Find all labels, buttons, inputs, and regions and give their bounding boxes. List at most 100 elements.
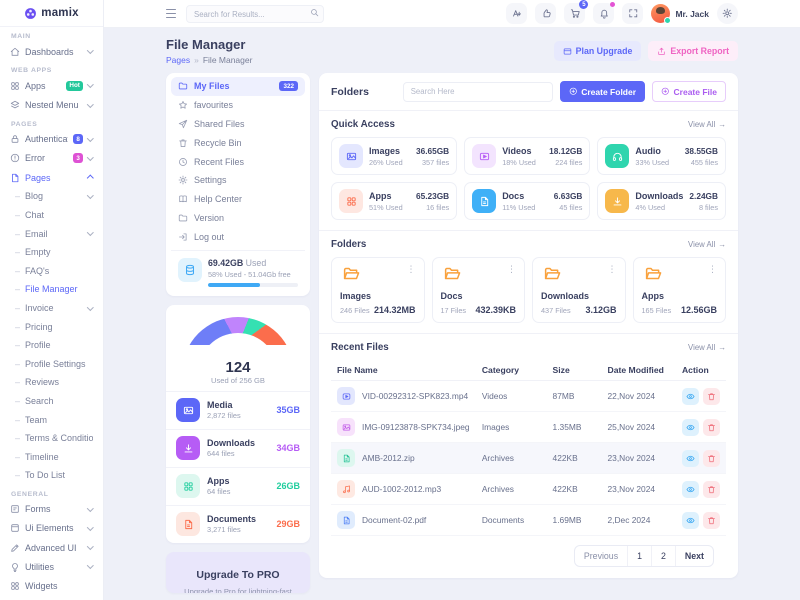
export-icon — [657, 47, 666, 56]
usage-row-downloads[interactable]: Downloads 644 files 34GB — [166, 428, 310, 467]
sidebar-subitem-empty[interactable]: – Empty — [15, 247, 51, 258]
sidebar-item-pages[interactable]: Pages — [0, 168, 103, 187]
filenav-my-files[interactable]: My Files 322 — [171, 77, 305, 96]
sidebar-item-forms[interactable]: Forms — [0, 500, 103, 519]
sidebar-subitem-timeline[interactable]: – Timeline — [15, 451, 59, 462]
sidebar-subitem-search[interactable]: – Search — [15, 395, 54, 406]
sidebar-subitem-invoice[interactable]: – Invoice — [0, 299, 103, 318]
filenav-settings[interactable]: Settings — [171, 171, 305, 190]
filenav-favourites[interactable]: favourites — [171, 96, 305, 115]
quick-access-apps[interactable]: Apps 51% Used 65.23GB 16 files — [331, 182, 458, 220]
chevron-down-icon — [87, 229, 94, 236]
quick-access-docs[interactable]: Docs 11% Used 6.63GB 45 files — [464, 182, 591, 220]
folder-search-input[interactable] — [402, 81, 553, 102]
sidebar-subitem-blog[interactable]: – Blog — [0, 187, 103, 206]
view-button[interactable] — [681, 449, 699, 467]
kebab-menu-icon[interactable]: ⋮ — [607, 264, 617, 274]
usage-row-documents[interactable]: Documents 3,271 files 29GB — [166, 504, 310, 543]
breadcrumb-parent[interactable]: Pages — [166, 55, 191, 65]
delete-button[interactable] — [702, 418, 720, 436]
filenav-help-center[interactable]: Help Center — [171, 190, 305, 209]
sidebar-item-ui-elements[interactable]: Ui Elements — [0, 519, 103, 538]
view-button[interactable] — [681, 511, 699, 529]
fullscreen-button[interactable] — [622, 3, 644, 24]
quick-access-videos[interactable]: Videos 18% Used 18.12GB 224 files — [464, 137, 591, 175]
sidebar-subitem-faqs[interactable]: – FAQ's — [15, 265, 50, 276]
sidebar-item-apps[interactable]: Apps Hot — [0, 76, 103, 95]
quick-access-audio[interactable]: Audio 33% Used 38.55GB 455 files — [597, 137, 726, 175]
sidebar-subitem-terms[interactable]: –Terms & Conditions — [15, 433, 93, 444]
export-report-button[interactable]: Export Report — [648, 41, 738, 61]
delete-button[interactable] — [702, 511, 720, 529]
sidebar-subitem-team[interactable]: – Team — [15, 414, 48, 425]
filenav-recent-files[interactable]: Recent Files — [171, 152, 305, 171]
sidebar-item-nested-menu[interactable]: Nested Menu — [0, 95, 103, 114]
sidebar-subitem-pricing[interactable]: – Pricing — [15, 321, 53, 332]
plan-upgrade-button[interactable]: Plan Upgrade — [553, 41, 642, 61]
settings-button[interactable] — [717, 3, 738, 24]
filenav-recycle-bin[interactable]: Recycle Bin — [171, 133, 305, 152]
kebab-menu-icon[interactable]: ⋮ — [406, 264, 416, 274]
download-icon — [176, 436, 200, 461]
table-row[interactable]: AUD-1002-2012.mp3 Archives 422KB 23,Nov … — [331, 473, 726, 505]
language-button[interactable] — [506, 3, 528, 24]
create-file-button[interactable]: Create File — [652, 81, 726, 102]
usage-row-apps[interactable]: Apps 64 files 26GB — [166, 466, 310, 505]
sidebar-subitem-email[interactable]: – Email — [0, 224, 103, 243]
delete-button[interactable] — [702, 387, 720, 405]
main-sidebar: mamix MAIN Dashboards WEB APPS Apps Hot … — [0, 0, 104, 600]
cart-button[interactable]: 5 — [564, 0, 589, 24]
kebab-menu-icon[interactable]: ⋮ — [708, 264, 717, 274]
quick-access-view-all[interactable]: View All → — [688, 120, 726, 129]
sidebar-item-error[interactable]: Error 3 — [0, 149, 103, 168]
sidebar-item-authentication[interactable]: Authentication 8 — [0, 130, 103, 149]
kebab-menu-icon[interactable]: ⋮ — [507, 264, 516, 274]
create-folder-button[interactable]: Create Folder — [559, 81, 646, 102]
folder-card-apps[interactable]: ⋮ Apps 165 Files 12.56GB — [632, 257, 726, 323]
sidebar-subitem-profile-settings[interactable]: – Profile Settings — [15, 358, 86, 369]
notifications-button[interactable] — [593, 2, 616, 24]
filenav-version[interactable]: Version — [171, 208, 305, 227]
view-button[interactable] — [681, 418, 699, 436]
global-search-input[interactable] — [186, 5, 324, 24]
pagination-previous[interactable]: Previous — [583, 551, 619, 561]
table-row[interactable]: IMG-09123878-SPK734.jpeg Images 1.35MB 2… — [331, 411, 726, 443]
view-button[interactable] — [681, 387, 699, 405]
reactions-button[interactable] — [535, 3, 557, 24]
brand-logo[interactable]: mamix — [0, 0, 103, 27]
recent-files-view-all[interactable]: View All → — [688, 343, 726, 352]
sidebar-subitem-chat[interactable]: – Chat — [15, 210, 45, 221]
sidebar-subitem-todo[interactable]: – To Do List — [15, 470, 66, 481]
quick-access-images[interactable]: Images 26% Used 36.65GB 357 files — [331, 137, 458, 175]
search-icon[interactable] — [310, 8, 319, 17]
table-row[interactable]: VID-00292312-SPK823.mp4 Videos 87MB 22,N… — [331, 380, 726, 412]
folders-view-all[interactable]: View All → — [688, 240, 726, 249]
usage-row-media[interactable]: Media 2,872 files 35GB — [166, 390, 310, 429]
clock-icon — [178, 157, 188, 167]
table-row[interactable]: Document-02.pdf Documents 1.69MB 2,Dec 2… — [331, 504, 726, 536]
delete-button[interactable] — [702, 480, 720, 498]
sidebar-subitem-file-manager[interactable]: – File Manager — [15, 284, 78, 295]
user-menu[interactable]: Mr. Jack — [651, 4, 709, 24]
folder-card-docs[interactable]: ⋮ Docs 17 Files 432.39KB — [431, 257, 525, 323]
folder-card-images[interactable]: ⋮ Images 246 Files 214.32MB — [331, 257, 425, 323]
filenav-logout[interactable]: Log out — [171, 227, 305, 246]
view-button[interactable] — [681, 480, 699, 498]
pagination-page-2[interactable]: 2 — [651, 546, 675, 566]
sidebar-subitem-reviews[interactable]: – Reviews — [15, 377, 60, 388]
sidebar-item-utilities[interactable]: Utilities — [0, 557, 103, 576]
sidebar-item-widgets[interactable]: Widgets — [0, 576, 103, 595]
table-row[interactable]: AMB-2012.zip Archives 422KB 23,Nov 2024 — [331, 442, 726, 474]
quick-access-downloads[interactable]: Downloads 4% Used 2.24GB 8 files — [597, 182, 726, 220]
sidebar-item-advanced-ui[interactable]: Advanced UI — [0, 538, 103, 557]
pagination-page-1[interactable]: 1 — [627, 546, 651, 566]
menu-toggle-icon[interactable] — [166, 9, 176, 18]
delete-button[interactable] — [702, 449, 720, 467]
filenav-shared-files[interactable]: Shared Files — [171, 115, 305, 134]
folder-icon — [178, 81, 188, 91]
sidebar-item-dashboards[interactable]: Dashboards — [0, 42, 103, 61]
sidebar-subitem-profile[interactable]: – Profile — [15, 340, 51, 351]
content: File Manager Pages » File Manager Plan U… — [104, 28, 800, 600]
folder-card-downloads[interactable]: ⋮ Downloads 437 Files 3.12GB — [532, 257, 626, 323]
pagination-next[interactable]: Next — [674, 546, 713, 566]
